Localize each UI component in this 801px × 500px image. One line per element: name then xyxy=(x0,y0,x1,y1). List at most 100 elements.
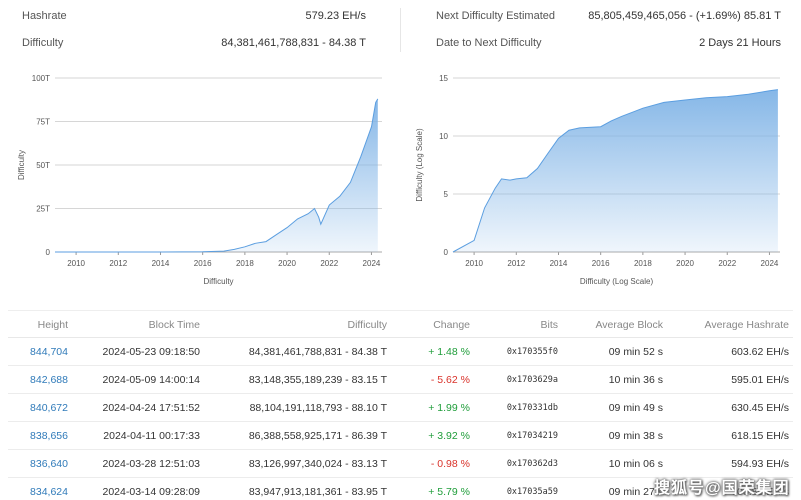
y-tick-label: 75T xyxy=(36,118,50,127)
difficulty-table: Height Block Time Difficulty Change Bits… xyxy=(8,310,793,500)
average-hashrate: 595.01 EH/s xyxy=(731,374,789,386)
block-height-link[interactable]: 838,656 xyxy=(30,430,68,442)
y-tick-label: 100T xyxy=(32,74,50,83)
y-tick-label: 10 xyxy=(439,132,448,141)
table-row: 836,640 2024-03-28 12:51:03 83,126,997,340… xyxy=(8,450,793,478)
difficulty-row: Difficulty 84,381,461,788,831 - 84.38 T xyxy=(0,37,386,57)
y-axis-label: Difficulty (Log Scale) xyxy=(415,128,424,202)
x-tick-label: 2016 xyxy=(194,259,212,268)
watermark: 搜狐号@国荣集团 xyxy=(654,480,790,497)
next-difficulty-row: Next Difficulty Estimated 85,805,459,465… xyxy=(404,10,801,30)
x-tick-label: 2012 xyxy=(507,259,525,268)
bits-value: 0x17035a59 xyxy=(506,487,558,497)
col-average-hashrate[interactable]: Average Hashrate xyxy=(704,319,789,331)
x-tick-label: 2018 xyxy=(634,259,652,268)
x-tick-label: 2020 xyxy=(278,259,296,268)
x-tick-label: 2016 xyxy=(592,259,610,268)
block-time: 2024-04-24 17:51:52 xyxy=(102,402,201,414)
difficulty-line xyxy=(452,89,778,253)
average-block: 09 min 27 s xyxy=(608,486,663,498)
x-tick-label: 2024 xyxy=(363,259,381,268)
log-difficulty-chart-svg: 0 5 10 15 2010 2012 2014 2016 2018 2020 2022 2024 Di… xyxy=(415,74,780,286)
hashrate-value: 579.23 EH/s xyxy=(305,10,366,22)
difficulty-chart: 0 25T 50T 75T 100T 2010 2012 2014 2016 2018 2020 20… xyxy=(10,66,395,296)
x-tick-label: 2014 xyxy=(550,259,568,268)
difficulty-value: 83,947,913,181,361 - 83.95 T xyxy=(248,486,387,498)
difficulty-value: 83,126,997,340,024 - 83.13 T xyxy=(248,458,387,470)
block-height-link[interactable]: 844,704 xyxy=(30,346,68,358)
difficulty-area xyxy=(453,89,778,252)
col-block-time[interactable]: Block Time xyxy=(148,319,200,331)
table-body: 844,704 2024-05-23 09:18:50 84,381,461,788… xyxy=(8,338,793,500)
col-difficulty[interactable]: Difficulty xyxy=(347,319,387,331)
date-next-row: Date to Next Difficulty 2 Days 21 Hours xyxy=(404,37,801,57)
table-row: 842,688 2024-05-09 14:00:14 83,148,355,189… xyxy=(8,366,793,394)
average-hashrate: 630.45 EH/s xyxy=(731,402,789,414)
difficulty-chart-svg: 0 25T 50T 75T 100T 2010 2012 2014 2016 2018 2020 20… xyxy=(17,74,382,286)
block-height-link[interactable]: 834,624 xyxy=(30,486,68,498)
y-tick-label: 15 xyxy=(439,74,448,83)
x-tick-label: 2022 xyxy=(718,259,736,268)
change-value: + 1.48 % xyxy=(428,346,470,358)
table-header: Height Block Time Difficulty Change Bits… xyxy=(8,310,793,338)
next-difficulty-value: 85,805,459,465,056 - (+1.69%) 85.81 T xyxy=(588,10,781,22)
difficulty-value: 84,381,461,788,831 - 84.38 T xyxy=(221,37,366,49)
block-time: 2024-05-23 09:18:50 xyxy=(102,346,201,358)
col-change[interactable]: Change xyxy=(433,319,470,331)
stats-divider xyxy=(400,8,401,52)
difficulty-line xyxy=(55,98,379,253)
block-time: 2024-03-28 12:51:03 xyxy=(102,458,201,470)
block-time: 2024-03-14 09:28:09 xyxy=(102,486,201,498)
difficulty-value: 86,388,558,925,171 - 86.39 T xyxy=(248,430,387,442)
difficulty-value: 83,148,355,189,239 - 83.15 T xyxy=(248,374,387,386)
x-tick-label: 2020 xyxy=(676,259,694,268)
bits-value: 0x170355f0 xyxy=(506,347,558,357)
table-row: 834,624 2024-03-14 09:28:09 83,947,913,181… xyxy=(8,478,793,500)
average-hashrate: 600.80 EH/s xyxy=(731,486,789,498)
bits-value: 0x170331db xyxy=(506,403,558,413)
table-row: 840,672 2024-04-24 17:51:52 88,104,191,118… xyxy=(8,394,793,422)
x-tick-label: 2010 xyxy=(67,259,85,268)
next-difficulty-label: Next Difficulty Estimated xyxy=(436,10,556,22)
average-hashrate: 618.15 EH/s xyxy=(731,430,789,442)
difficulty-value: 88,104,191,118,793 - 88.10 T xyxy=(249,402,387,414)
y-tick-label: 5 xyxy=(444,190,449,199)
average-block: 09 min 49 s xyxy=(608,402,663,414)
y-tick-label: 0 xyxy=(46,248,51,257)
block-height-link[interactable]: 840,672 xyxy=(30,402,68,414)
y-axis-label: Difficulty xyxy=(17,150,26,180)
hashrate-row: Hashrate 579.23 EH/s xyxy=(0,10,386,30)
date-next-value: 2 Days 21 Hours xyxy=(699,37,781,49)
col-average-block[interactable]: Average Block xyxy=(595,319,663,331)
bits-value: 0x170362d3 xyxy=(506,459,558,469)
difficulty-label: Difficulty xyxy=(22,37,64,49)
average-hashrate: 603.62 EH/s xyxy=(731,346,789,358)
col-bits[interactable]: Bits xyxy=(540,319,558,331)
change-value: + 1.99 % xyxy=(428,402,470,414)
average-block: 10 min 36 s xyxy=(608,374,663,386)
block-height-link[interactable]: 836,640 xyxy=(30,458,68,470)
stats-panel-right: Next Difficulty Estimated 85,805,459,465… xyxy=(404,0,801,62)
change-value: + 5.79 % xyxy=(428,486,470,498)
col-height[interactable]: Height xyxy=(37,319,68,331)
x-tick-label: 2022 xyxy=(320,259,338,268)
change-value: - 0.98 % xyxy=(430,458,470,470)
difficulty-area xyxy=(55,98,378,253)
log-difficulty-chart: 0 5 10 15 2010 2012 2014 2016 2018 2020 2022 2024 Di… xyxy=(408,66,793,296)
hashrate-label: Hashrate xyxy=(22,10,67,22)
difficulty-value: 84,381,461,788,831 - 84.38 T xyxy=(248,346,387,358)
average-block: 10 min 06 s xyxy=(608,458,663,470)
x-tick-label: 2014 xyxy=(152,259,170,268)
y-tick-label: 50T xyxy=(36,161,50,170)
bits-value: 0x17034219 xyxy=(506,431,558,441)
x-tick-label: 2012 xyxy=(109,259,127,268)
block-height-link[interactable]: 842,688 xyxy=(30,374,68,386)
y-tick-label: 0 xyxy=(444,248,449,257)
average-hashrate: 594.93 EH/s xyxy=(731,458,789,470)
change-value: + 3.92 % xyxy=(428,430,470,442)
block-time: 2024-04-11 00:17:33 xyxy=(103,430,200,442)
average-block: 09 min 52 s xyxy=(608,346,663,358)
bits-value: 0x1703629a xyxy=(506,375,558,385)
x-tick-label: 2010 xyxy=(465,259,483,268)
x-axis-label: Difficulty xyxy=(203,277,233,286)
